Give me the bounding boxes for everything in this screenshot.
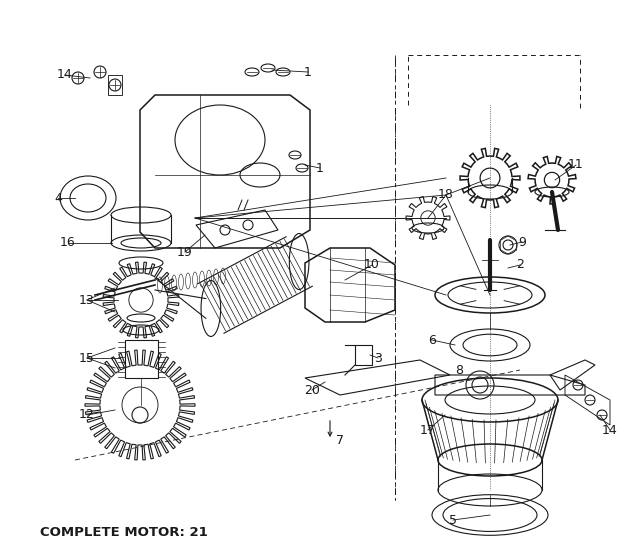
Text: 6: 6	[428, 333, 436, 346]
Text: 19: 19	[177, 246, 193, 259]
Text: 10: 10	[364, 259, 380, 272]
Text: 14: 14	[57, 68, 73, 81]
Text: 4: 4	[54, 191, 62, 204]
Text: 17: 17	[420, 423, 436, 436]
Text: COMPLETE MOTOR: 21: COMPLETE MOTOR: 21	[40, 526, 208, 539]
Text: 20: 20	[304, 384, 320, 397]
Text: 18: 18	[438, 189, 454, 202]
Text: 3: 3	[374, 352, 382, 365]
Text: 5: 5	[449, 513, 457, 526]
Text: 12: 12	[79, 409, 95, 422]
Text: 2: 2	[516, 259, 524, 272]
Text: 8: 8	[455, 364, 463, 377]
Text: 13: 13	[79, 294, 95, 306]
Text: 16: 16	[60, 236, 76, 249]
Text: 14: 14	[602, 423, 618, 436]
Text: 11: 11	[568, 158, 584, 171]
Text: 1: 1	[316, 162, 324, 175]
Text: 9: 9	[518, 236, 526, 248]
Text: 7: 7	[336, 434, 344, 447]
Text: 1: 1	[304, 66, 312, 79]
Text: 15: 15	[79, 352, 95, 365]
